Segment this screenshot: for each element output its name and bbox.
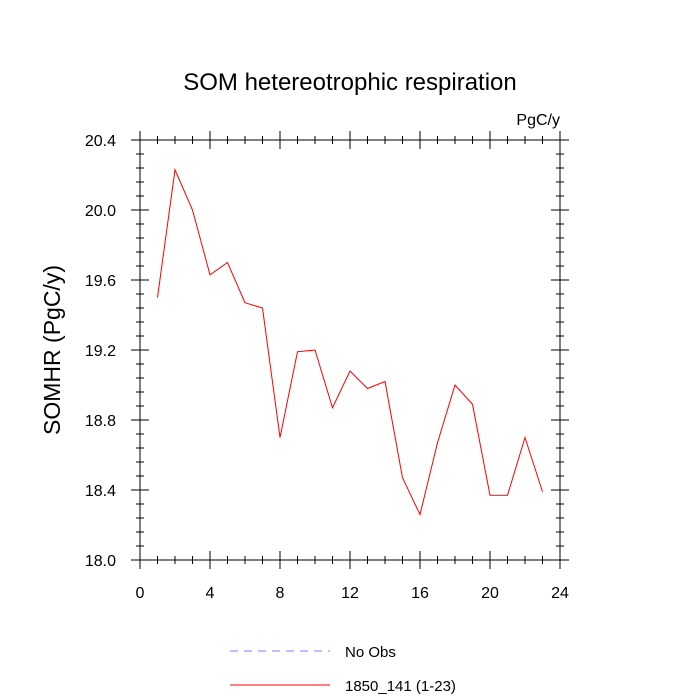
y-tick-labels: 18.0 18.4 18.8 19.2 19.6 20.0 20.4 — [85, 133, 116, 570]
y-tick-label: 20.4 — [85, 133, 116, 150]
units-label: PgC/y — [516, 112, 560, 129]
x-tick-label: 24 — [551, 585, 569, 602]
y-tick-label: 18.4 — [85, 483, 116, 500]
x-tick-label: 12 — [341, 585, 359, 602]
y-tick-label: 19.6 — [85, 273, 116, 290]
x-tick-label: 20 — [481, 585, 499, 602]
y-axis-label: SOMHR (PgC/y) — [39, 265, 65, 435]
plot-frame — [139, 139, 561, 561]
x-tick-label: 4 — [206, 585, 215, 602]
series-lines — [157, 167, 543, 516]
chart-title: SOM hetereotrophic respiration — [183, 69, 517, 96]
legend-label-no-obs: No Obs — [345, 644, 396, 661]
legend: No Obs 1850_141 (1-23) — [230, 644, 456, 695]
legend-label-1850-141: 1850_141 (1-23) — [345, 678, 456, 695]
y-tick-label: 19.2 — [85, 343, 116, 360]
series-line — [157, 167, 543, 516]
axis-ticks — [131, 131, 569, 569]
x-tick-label: 8 — [276, 585, 285, 602]
x-tick-labels: 0 4 8 12 16 20 24 — [136, 585, 569, 602]
y-tick-label: 18.0 — [85, 553, 116, 570]
y-tick-label: 18.8 — [85, 413, 116, 430]
x-tick-label: 0 — [136, 585, 145, 602]
x-tick-label: 16 — [411, 585, 429, 602]
y-tick-label: 20.0 — [85, 203, 116, 220]
